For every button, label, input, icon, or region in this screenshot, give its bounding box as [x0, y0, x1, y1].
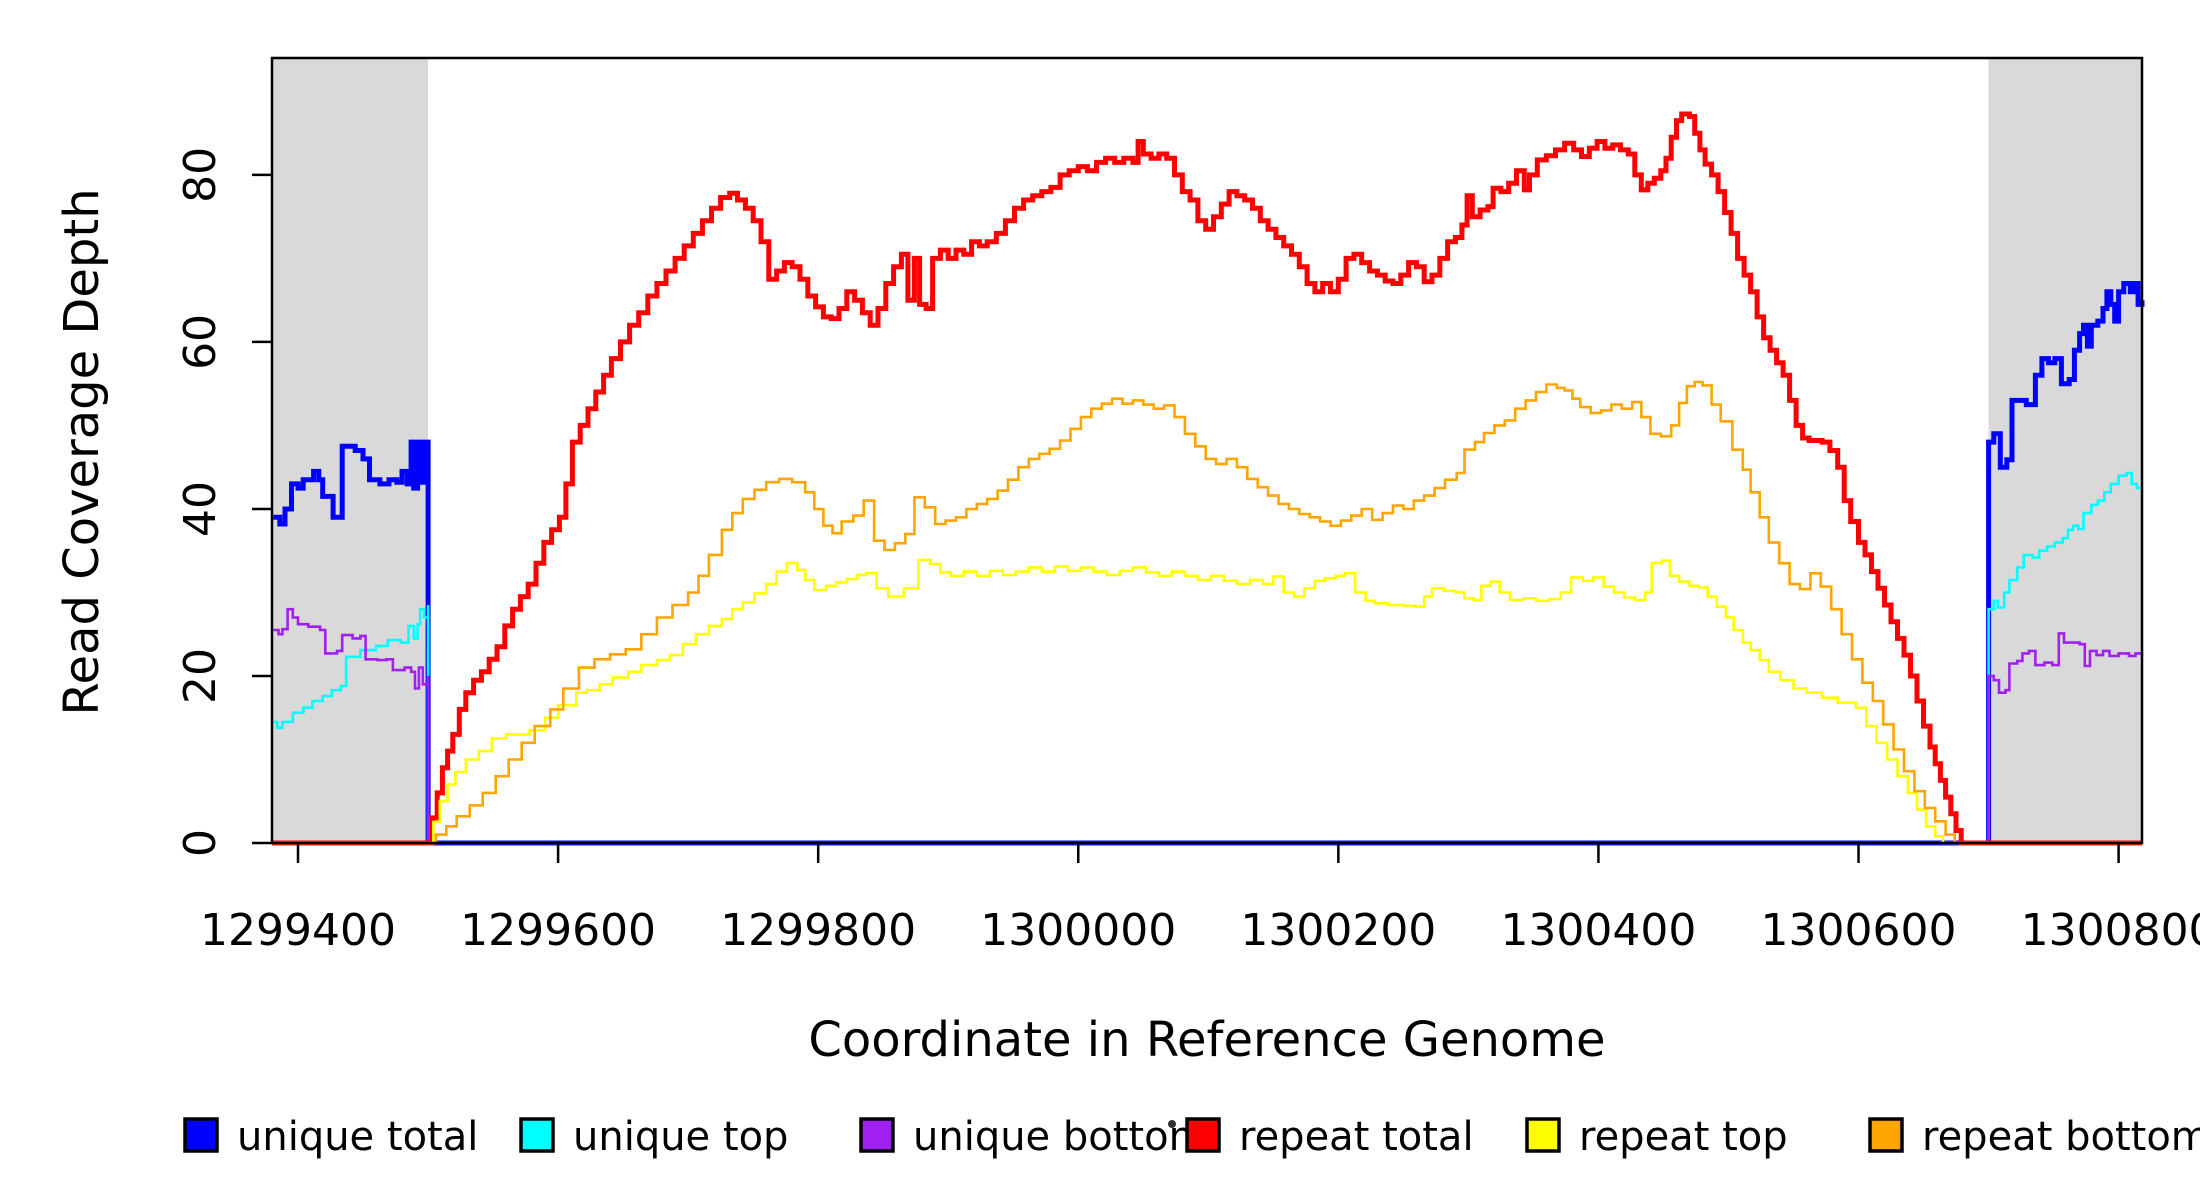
legend-swatch-unique-total — [183, 1117, 219, 1153]
shaded-region-left — [272, 58, 429, 843]
plot-border — [270, 56, 2144, 845]
x-axis-title: Coordinate in Reference Genome — [808, 1012, 1606, 1068]
y-tick-label: 60 — [175, 314, 226, 370]
x-tick-label: 1299600 — [460, 905, 656, 956]
x-tick-label: 1300800 — [2021, 905, 2200, 956]
y-tick-label: 0 — [175, 829, 226, 857]
legend-label-repeat-top: repeat top — [1579, 1114, 1788, 1160]
legend-swatch-repeat-top — [1525, 1117, 1561, 1153]
legend-swatch-repeat-bottom — [1868, 1117, 1904, 1153]
series-line-unique-bottom — [273, 607, 2144, 845]
series-line-repeat-bottom — [272, 380, 2142, 845]
legend-label-unique-top: unique top — [573, 1114, 788, 1160]
legend-swatch-unique-top — [519, 1117, 555, 1153]
y-tick-label: 40 — [175, 481, 226, 537]
stray-dot — [1168, 1120, 1176, 1128]
series-line-repeat-top — [272, 558, 2142, 845]
y-axis-title: Read Coverage Depth — [54, 188, 110, 716]
legend-label-unique-bottom: unique bottom — [913, 1114, 1208, 1160]
x-tick-label: 1300600 — [1761, 905, 1957, 956]
x-tick-label: 1300400 — [1500, 905, 1696, 956]
legend-label-repeat-bottom: repeat bottom — [1922, 1114, 2200, 1160]
series-line-unique-top — [273, 471, 2144, 845]
series-line-unique-total — [273, 281, 2145, 846]
x-tick-label: 1300000 — [980, 905, 1176, 956]
legend-label-unique-total: unique total — [237, 1114, 478, 1160]
series-line-repeat-total — [272, 111, 2142, 846]
y-tick-label: 20 — [175, 648, 226, 704]
legend-swatch-unique-bottom — [859, 1117, 895, 1153]
x-tick-label: 1300200 — [1240, 905, 1436, 956]
legend-swatch-repeat-total — [1185, 1117, 1221, 1153]
x-tick-label: 1299800 — [720, 905, 916, 956]
x-tick-label: 1299400 — [200, 905, 396, 956]
y-tick-label: 80 — [175, 147, 226, 203]
legend-label-repeat-total: repeat total — [1239, 1114, 1474, 1160]
